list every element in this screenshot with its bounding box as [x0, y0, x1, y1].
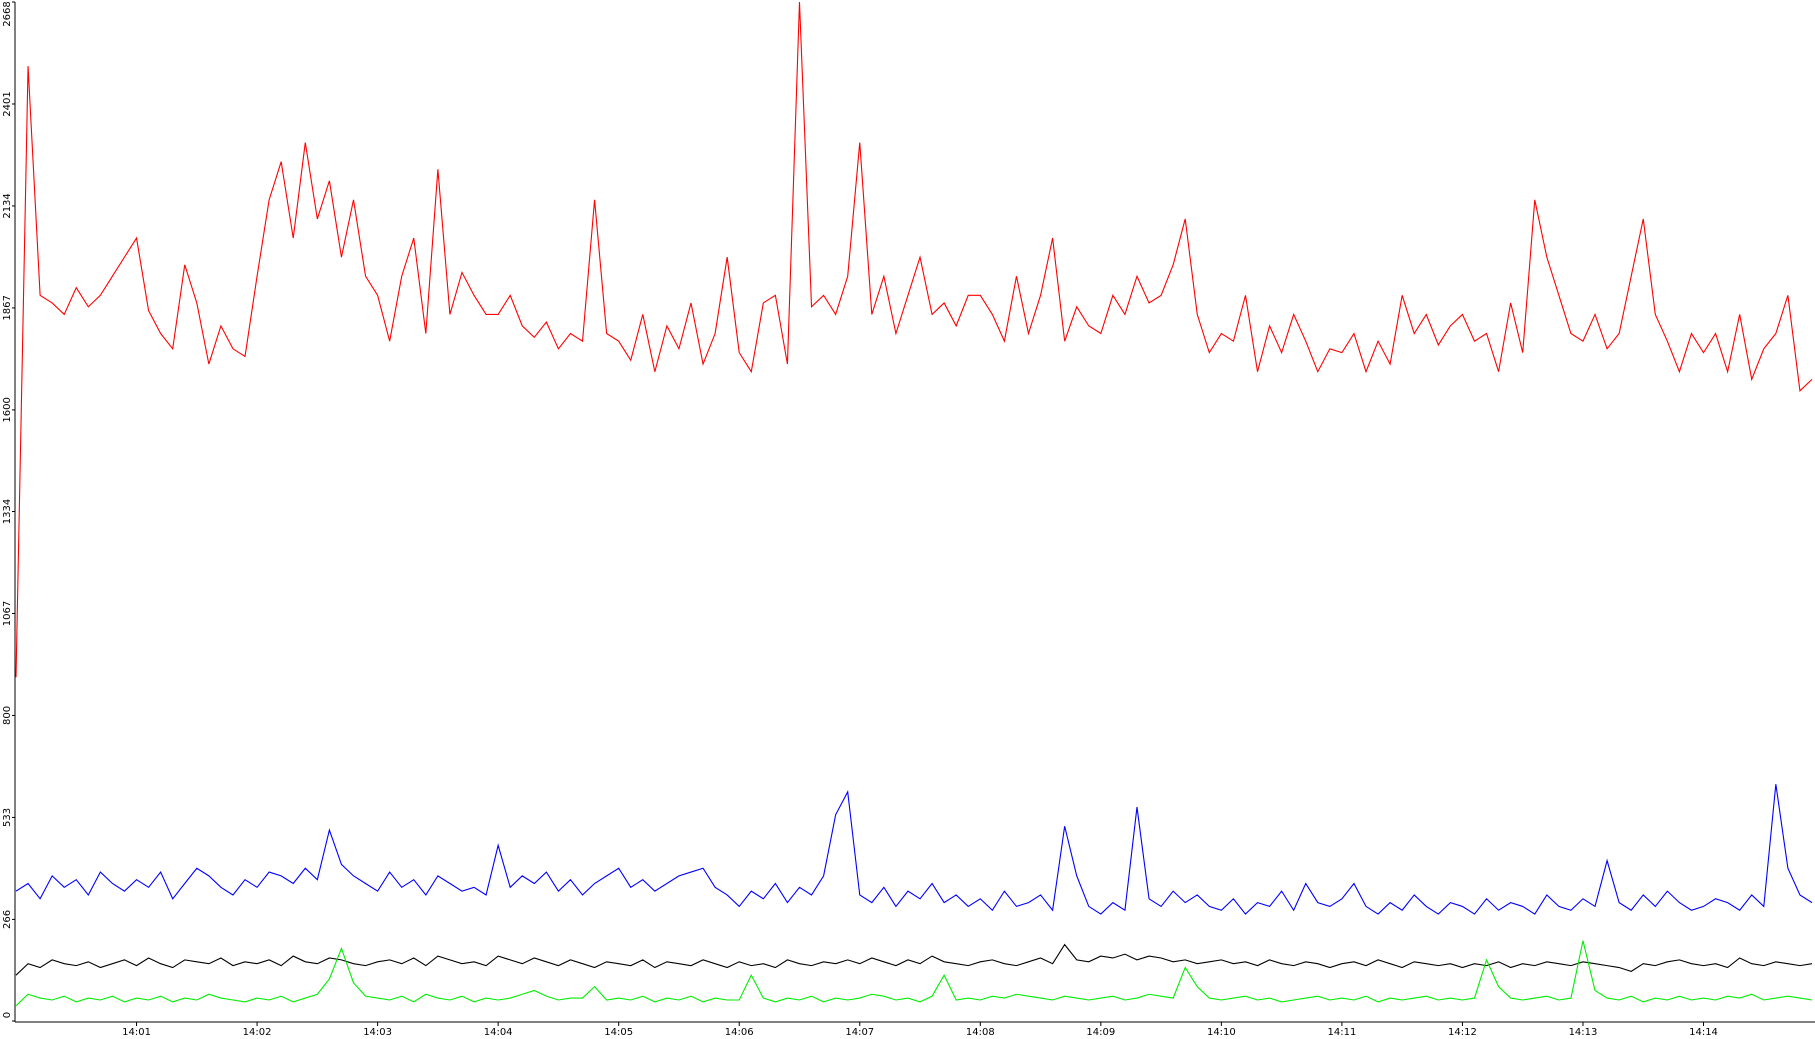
- y-tick-label: 800: [2, 706, 13, 725]
- series-line: [15, 943, 1813, 976]
- y-tick-label: 1600: [2, 397, 13, 422]
- x-tick-label: 14:04: [484, 1027, 513, 1038]
- x-tick-label: 14:13: [1569, 1027, 1598, 1038]
- y-tick-label: 2668: [2, 1, 13, 26]
- x-tick-label: 14:05: [604, 1027, 633, 1038]
- x-tick-label: 14:14: [1689, 1027, 1718, 1038]
- y-tick-label: 1867: [2, 295, 13, 320]
- x-tick-label: 14:07: [845, 1027, 874, 1038]
- y-tick-label: 533: [2, 808, 13, 827]
- x-tick-label: 14:09: [1086, 1027, 1115, 1038]
- x-tick-label: 14:06: [725, 1027, 754, 1038]
- x-tick-label: 14:01: [122, 1027, 151, 1038]
- x-tick-label: 14:08: [966, 1027, 995, 1038]
- series-line: [15, 784, 1813, 915]
- series-line: [15, 1, 1813, 678]
- y-tick-label: 266: [2, 910, 13, 929]
- x-tick-label: 14:11: [1327, 1027, 1356, 1038]
- x-tick-label: 14:03: [363, 1027, 392, 1038]
- y-tick-label: 0: [2, 1012, 13, 1018]
- y-tick-label: 2401: [2, 91, 13, 116]
- x-tick-label: 14:10: [1207, 1027, 1236, 1038]
- x-tick-label: 14:12: [1448, 1027, 1477, 1038]
- x-tick-label: 14:02: [243, 1027, 272, 1038]
- series-line: [15, 940, 1813, 1007]
- y-tick-label: 1067: [2, 601, 13, 626]
- y-tick-label: 2134: [2, 193, 13, 218]
- y-tick-label: 1334: [2, 499, 13, 524]
